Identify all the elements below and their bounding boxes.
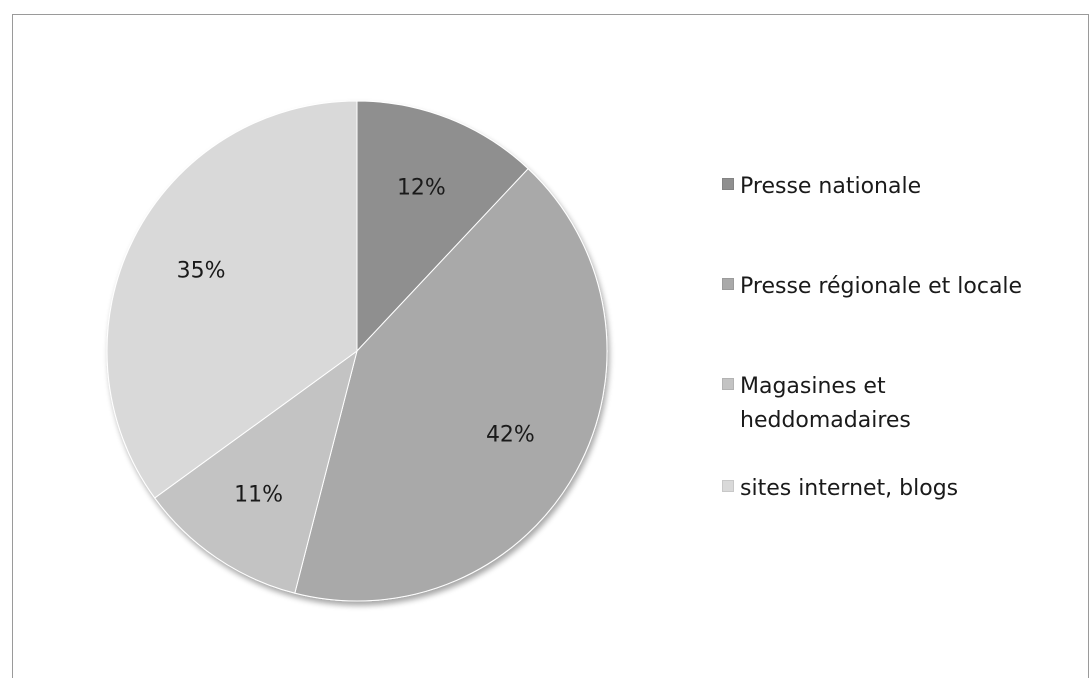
pie-label-sites-internet: 35% [177, 259, 226, 284]
legend-item-magasines: Magasines et heddomadaires [722, 370, 1060, 438]
legend-label: Presse nationale [740, 174, 922, 199]
pie-slice-magasines [154, 349, 358, 594]
legend-label: Magasines et heddomadaires [740, 374, 911, 433]
legend-item-presse-nationale: Presse nationale [722, 170, 1060, 204]
pie-slice-presse-nationale [356, 100, 529, 353]
legend-swatch [722, 480, 734, 492]
pie-slice-presse-regionale [294, 168, 608, 602]
pie-slice-sites-internet [106, 100, 358, 499]
legend-label: Presse régionale et locale [740, 274, 1023, 299]
pie-label-magasines: 11% [234, 483, 283, 508]
legend-item-presse-regionale: Presse régionale et locale [722, 270, 1060, 304]
legend-label: sites internet, blogs [740, 476, 959, 501]
pie-label-presse-regionale: 42% [486, 422, 535, 447]
legend-item-sites-internet: sites internet, blogs [722, 472, 1060, 506]
legend-swatch [722, 378, 734, 390]
legend-swatch [722, 178, 734, 190]
pie-label-presse-nationale: 12% [397, 175, 446, 200]
legend-swatch [722, 278, 734, 290]
